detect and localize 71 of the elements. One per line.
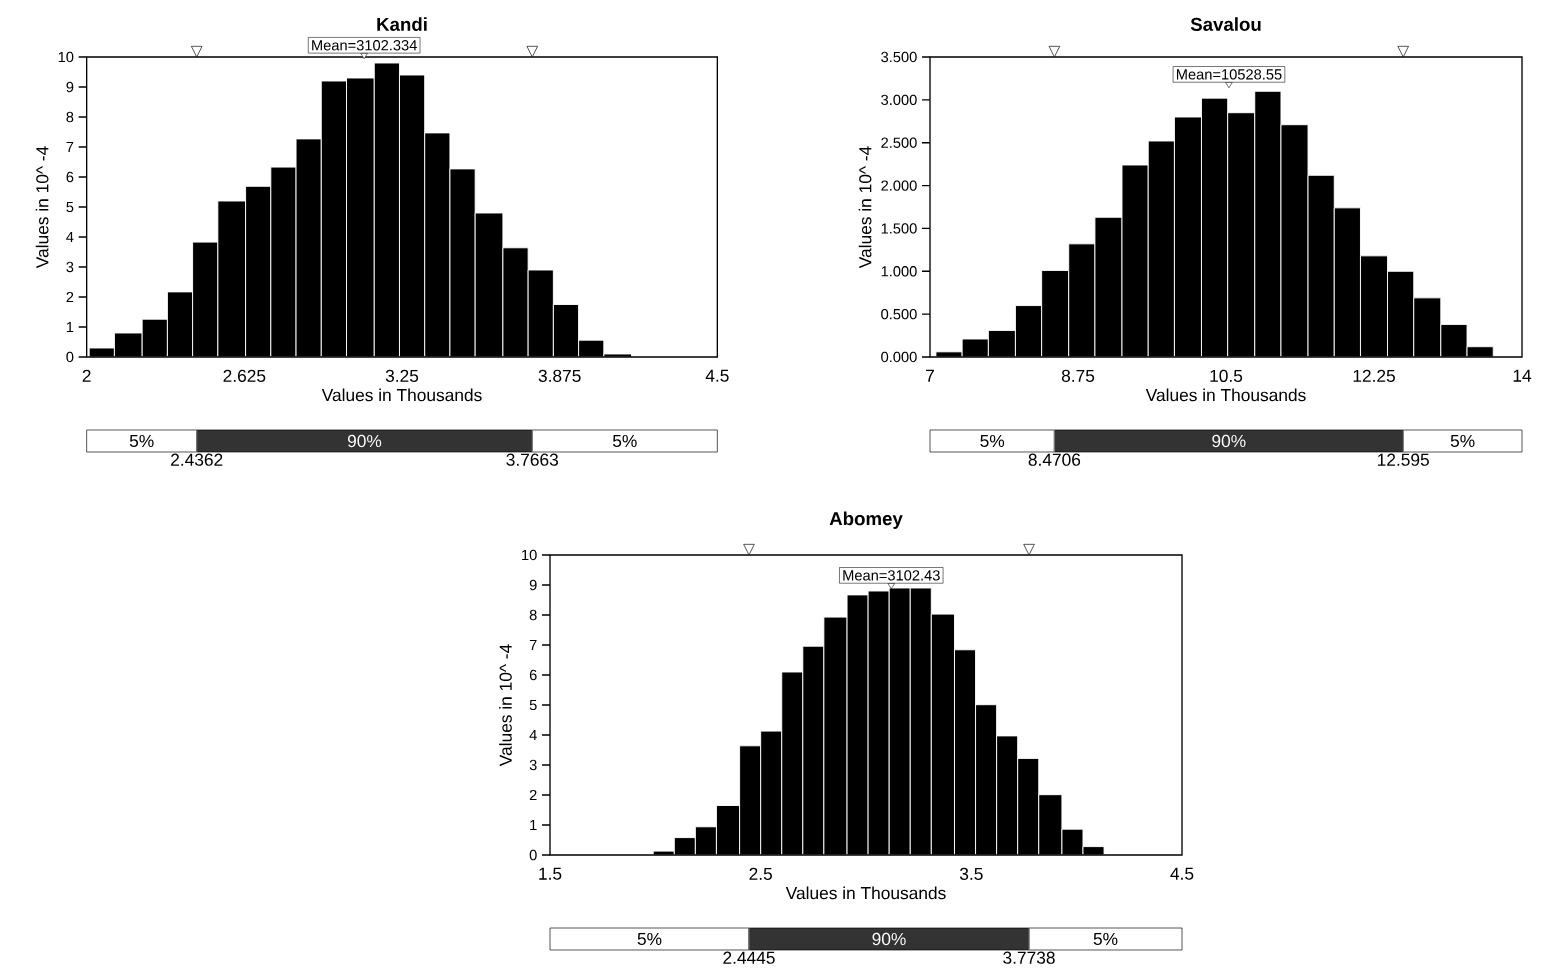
- annotation: Mean=3102.43: [843, 570, 940, 581]
- y-tick-label: 0: [529, 849, 537, 861]
- text: 5%: [1093, 932, 1118, 946]
- x-tick-label: 3.5: [959, 867, 983, 880]
- y-tick-label: 3.500: [881, 51, 917, 63]
- x-tick-label: 2.625: [223, 369, 266, 382]
- ref-line-label: 3.7663: [506, 453, 558, 466]
- annotation: Mean=10528.55: [1176, 69, 1282, 80]
- text: 90%: [347, 434, 382, 448]
- y-tick-label: 10: [522, 549, 537, 561]
- text: 5%: [637, 932, 662, 946]
- y-tick-label: 3: [529, 759, 537, 771]
- y-tick-label: 9: [529, 579, 537, 591]
- chart-title: Abomey: [829, 511, 903, 529]
- x-tick-label: 3.875: [538, 369, 581, 382]
- y-tick-label: 2.500: [881, 137, 917, 148]
- x-axis-title: Values in Thousands: [321, 388, 482, 402]
- y-tick-label: 3: [66, 261, 74, 273]
- y-tick-label: 1.000: [881, 266, 917, 277]
- y-tick-label: 4: [529, 729, 537, 741]
- y-tick-label: 8: [66, 111, 74, 123]
- ref-line-label: 2.4362: [171, 453, 223, 466]
- y-tick-label: 6: [529, 669, 537, 681]
- y-tick-label: 3.000: [881, 94, 917, 106]
- y-tick-label: 5: [529, 699, 537, 711]
- x-axis-title: Values in Thousands: [785, 886, 946, 900]
- y-tick-label: 8: [529, 609, 537, 621]
- ref-line-label: 8.4706: [1028, 453, 1081, 466]
- y-tick-label: 4: [66, 231, 74, 243]
- x-tick-label: 14: [1513, 369, 1532, 382]
- y-tick-label: 0: [66, 351, 74, 363]
- ref-line-label: 12.595: [1378, 453, 1429, 466]
- x-tick-label: 7: [926, 369, 934, 382]
- x-tick-label: 12.25: [1353, 369, 1395, 382]
- y-tick-label: 2.000: [881, 180, 917, 191]
- x-axis-title: Values in Thousands: [1145, 388, 1306, 402]
- y-tick-label: 1: [530, 819, 537, 831]
- x-tick-label: 2.5: [749, 867, 772, 880]
- y-tick-label: 0.000: [881, 351, 917, 363]
- x-tick-label: 8.75: [1061, 369, 1095, 382]
- y-tick-label: 7: [66, 141, 74, 153]
- y-tick-label: 2: [529, 789, 537, 801]
- x-tick-label: 2: [82, 369, 91, 382]
- ref-line-label: 3.7738: [1003, 951, 1055, 964]
- text: 90%: [872, 932, 906, 946]
- y-tick-label: 1: [66, 321, 74, 333]
- y-tick-label: 9: [66, 81, 74, 93]
- y-axis-title: Values in 10^ -4: [35, 146, 49, 269]
- y-tick-label: 0.500: [881, 308, 917, 320]
- text: Mean=3102.334: [312, 40, 417, 51]
- x-tick-label: 10.5: [1210, 369, 1243, 382]
- y-tick-label: 7: [529, 639, 537, 651]
- chart-title: Savalou: [1190, 17, 1261, 31]
- x-tick-label: 1.5: [539, 867, 562, 880]
- text: 90%: [1212, 434, 1246, 448]
- y-tick-label: 2: [66, 291, 74, 303]
- y-tick-label: 1.500: [881, 223, 917, 234]
- y-tick-label: 10: [58, 51, 74, 63]
- text: 5%: [129, 434, 154, 448]
- y-tick-label: 5: [66, 201, 74, 213]
- text: 5%: [980, 434, 1005, 448]
- text: 5%: [612, 434, 637, 448]
- x-tick-label: 4.5: [1170, 867, 1194, 880]
- y-axis-title: Values in 10^ -4: [499, 644, 512, 767]
- y-tick-label: 6: [66, 171, 74, 183]
- text: 5%: [1450, 434, 1475, 448]
- chart-title: Kandi: [377, 17, 427, 31]
- x-tick-label: 4.5: [705, 369, 729, 382]
- y-axis-title: Values in 10^ -4: [858, 146, 872, 269]
- x-tick-label: 3.25: [385, 369, 419, 382]
- ref-line-label: 2.4445: [723, 951, 775, 964]
